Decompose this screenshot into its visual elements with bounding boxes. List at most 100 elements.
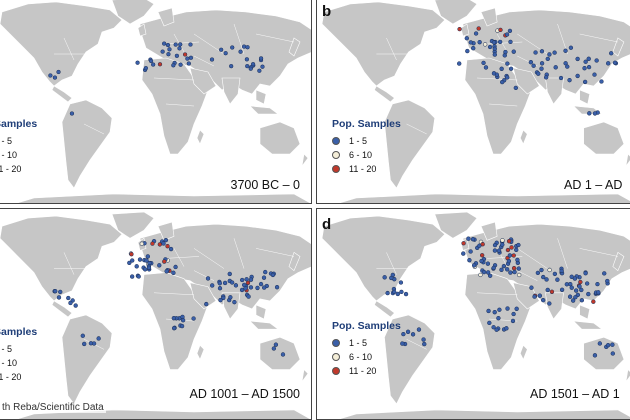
- sample-location-dot: [230, 280, 235, 285]
- sample-location-dot: [482, 42, 488, 47]
- sample-location-dot: [582, 79, 588, 85]
- sample-location-dot: [507, 253, 513, 258]
- sample-location-dot: [496, 316, 501, 321]
- landmass-shape: [196, 129, 205, 145]
- country-border: [489, 103, 518, 107]
- landmass-shape: [612, 37, 625, 57]
- panel-letter: b: [322, 3, 332, 20]
- sample-location-dot: [492, 248, 498, 253]
- sample-location-dot: [505, 306, 510, 311]
- legend-title: Pop. Samples: [332, 320, 401, 332]
- sample-location-dot: [244, 57, 250, 62]
- country-border: [233, 23, 245, 55]
- landmass-shape: [189, 67, 217, 95]
- legend-item: 11 - 20: [0, 162, 37, 176]
- map-panel-b: b Pop. Samples 1 - 5 6 - 10 11 - 20 AD 1…: [316, 0, 630, 204]
- country-border: [476, 292, 518, 296]
- sample-location-dot: [82, 341, 87, 347]
- landmass-shape: [0, 215, 123, 302]
- sample-location-dot: [579, 298, 585, 303]
- sample-location-dot: [471, 46, 476, 51]
- legend-item: 6 - 10: [332, 148, 401, 162]
- sample-location-dot: [579, 287, 584, 293]
- sample-location-dot: [400, 341, 405, 346]
- legend-swatch: [332, 137, 340, 145]
- photo-credit: th Reba/Scientific Data: [0, 402, 106, 413]
- landmass-shape: [288, 37, 301, 57]
- country-border: [163, 256, 200, 259]
- sample-location-dot: [182, 52, 188, 57]
- sample-location-dot: [507, 28, 513, 34]
- sample-location-dot: [610, 351, 615, 356]
- sample-location-dot: [499, 267, 504, 272]
- sample-location-dot: [405, 329, 411, 335]
- sample-location-dot: [218, 297, 223, 303]
- sample-location-dot: [468, 249, 473, 254]
- world-map-b: [321, 0, 630, 204]
- sample-location-dot: [583, 271, 588, 276]
- country-border: [255, 248, 295, 257]
- sample-location-dot: [240, 277, 245, 283]
- sample-location-dot: [586, 56, 591, 61]
- sample-location-dot: [531, 63, 536, 68]
- country-border: [579, 33, 618, 43]
- sample-location-dot: [573, 288, 579, 293]
- world-map-c: [0, 211, 312, 420]
- sample-location-dot: [483, 65, 489, 70]
- landmass-shape: [13, 193, 312, 204]
- sample-location-dot: [467, 257, 472, 263]
- country-border: [406, 339, 427, 350]
- sample-location-dot: [223, 51, 228, 56]
- legend-title: Pop. Samples: [332, 118, 401, 130]
- sample-location-dot: [280, 352, 286, 357]
- sample-location-dot: [56, 69, 61, 75]
- sample-location-dot: [597, 341, 603, 346]
- legend-label: 1 - 5: [349, 136, 368, 146]
- period-label: 3700 BC – 0: [230, 178, 301, 192]
- sample-location-dot: [496, 248, 502, 253]
- landmass-shape: [137, 7, 175, 37]
- sample-location-dot: [505, 75, 510, 80]
- map-panel-d: d Pop. Samples 1 - 5 6 - 10 11 - 20 AD 1…: [316, 208, 630, 420]
- country-border: [579, 248, 618, 257]
- sample-location-dot: [596, 290, 601, 295]
- sample-location-dot: [499, 66, 504, 71]
- sample-location-dot: [205, 276, 211, 281]
- sample-location-dot: [274, 284, 280, 290]
- landmass-shape: [249, 89, 279, 115]
- sample-location-dot: [575, 73, 580, 79]
- sample-location-dot: [162, 41, 167, 46]
- legend-label: 6 - 10: [349, 352, 373, 362]
- world-map-d: [321, 211, 630, 420]
- sample-location-dot: [410, 332, 416, 337]
- landmass-shape: [301, 153, 309, 167]
- sample-location-dot: [486, 308, 491, 314]
- sample-location-dot: [271, 346, 277, 351]
- sample-location-dot: [385, 290, 390, 296]
- landmass-shape: [221, 77, 241, 105]
- country-border: [165, 103, 195, 107]
- sample-location-dot: [516, 242, 521, 248]
- sample-location-dot: [395, 291, 400, 297]
- sample-location-dot: [210, 283, 215, 288]
- sample-location-dot: [248, 66, 253, 71]
- sample-location-dot: [479, 258, 484, 264]
- landmass-shape: [141, 272, 209, 370]
- landmass-shape: [460, 221, 498, 251]
- sample-location-dot: [537, 293, 543, 298]
- landmass-shape: [384, 99, 436, 189]
- sample-location-dot: [492, 52, 497, 57]
- legend-item: 6 - 10: [0, 148, 37, 162]
- sample-location-dot: [142, 267, 148, 272]
- sample-location-dot: [238, 49, 243, 54]
- country-border: [517, 270, 538, 281]
- sample-location-dot: [535, 270, 541, 276]
- sample-location-dot: [506, 239, 512, 244]
- sample-location-dot: [127, 260, 132, 266]
- sample-location-dot: [605, 278, 610, 284]
- sample-location-dot: [497, 39, 503, 45]
- legend-item: 11 - 20: [332, 162, 401, 176]
- landmass-shape: [373, 300, 395, 318]
- sample-location-dot: [476, 26, 481, 31]
- legend-label: 11 - 20: [0, 164, 22, 174]
